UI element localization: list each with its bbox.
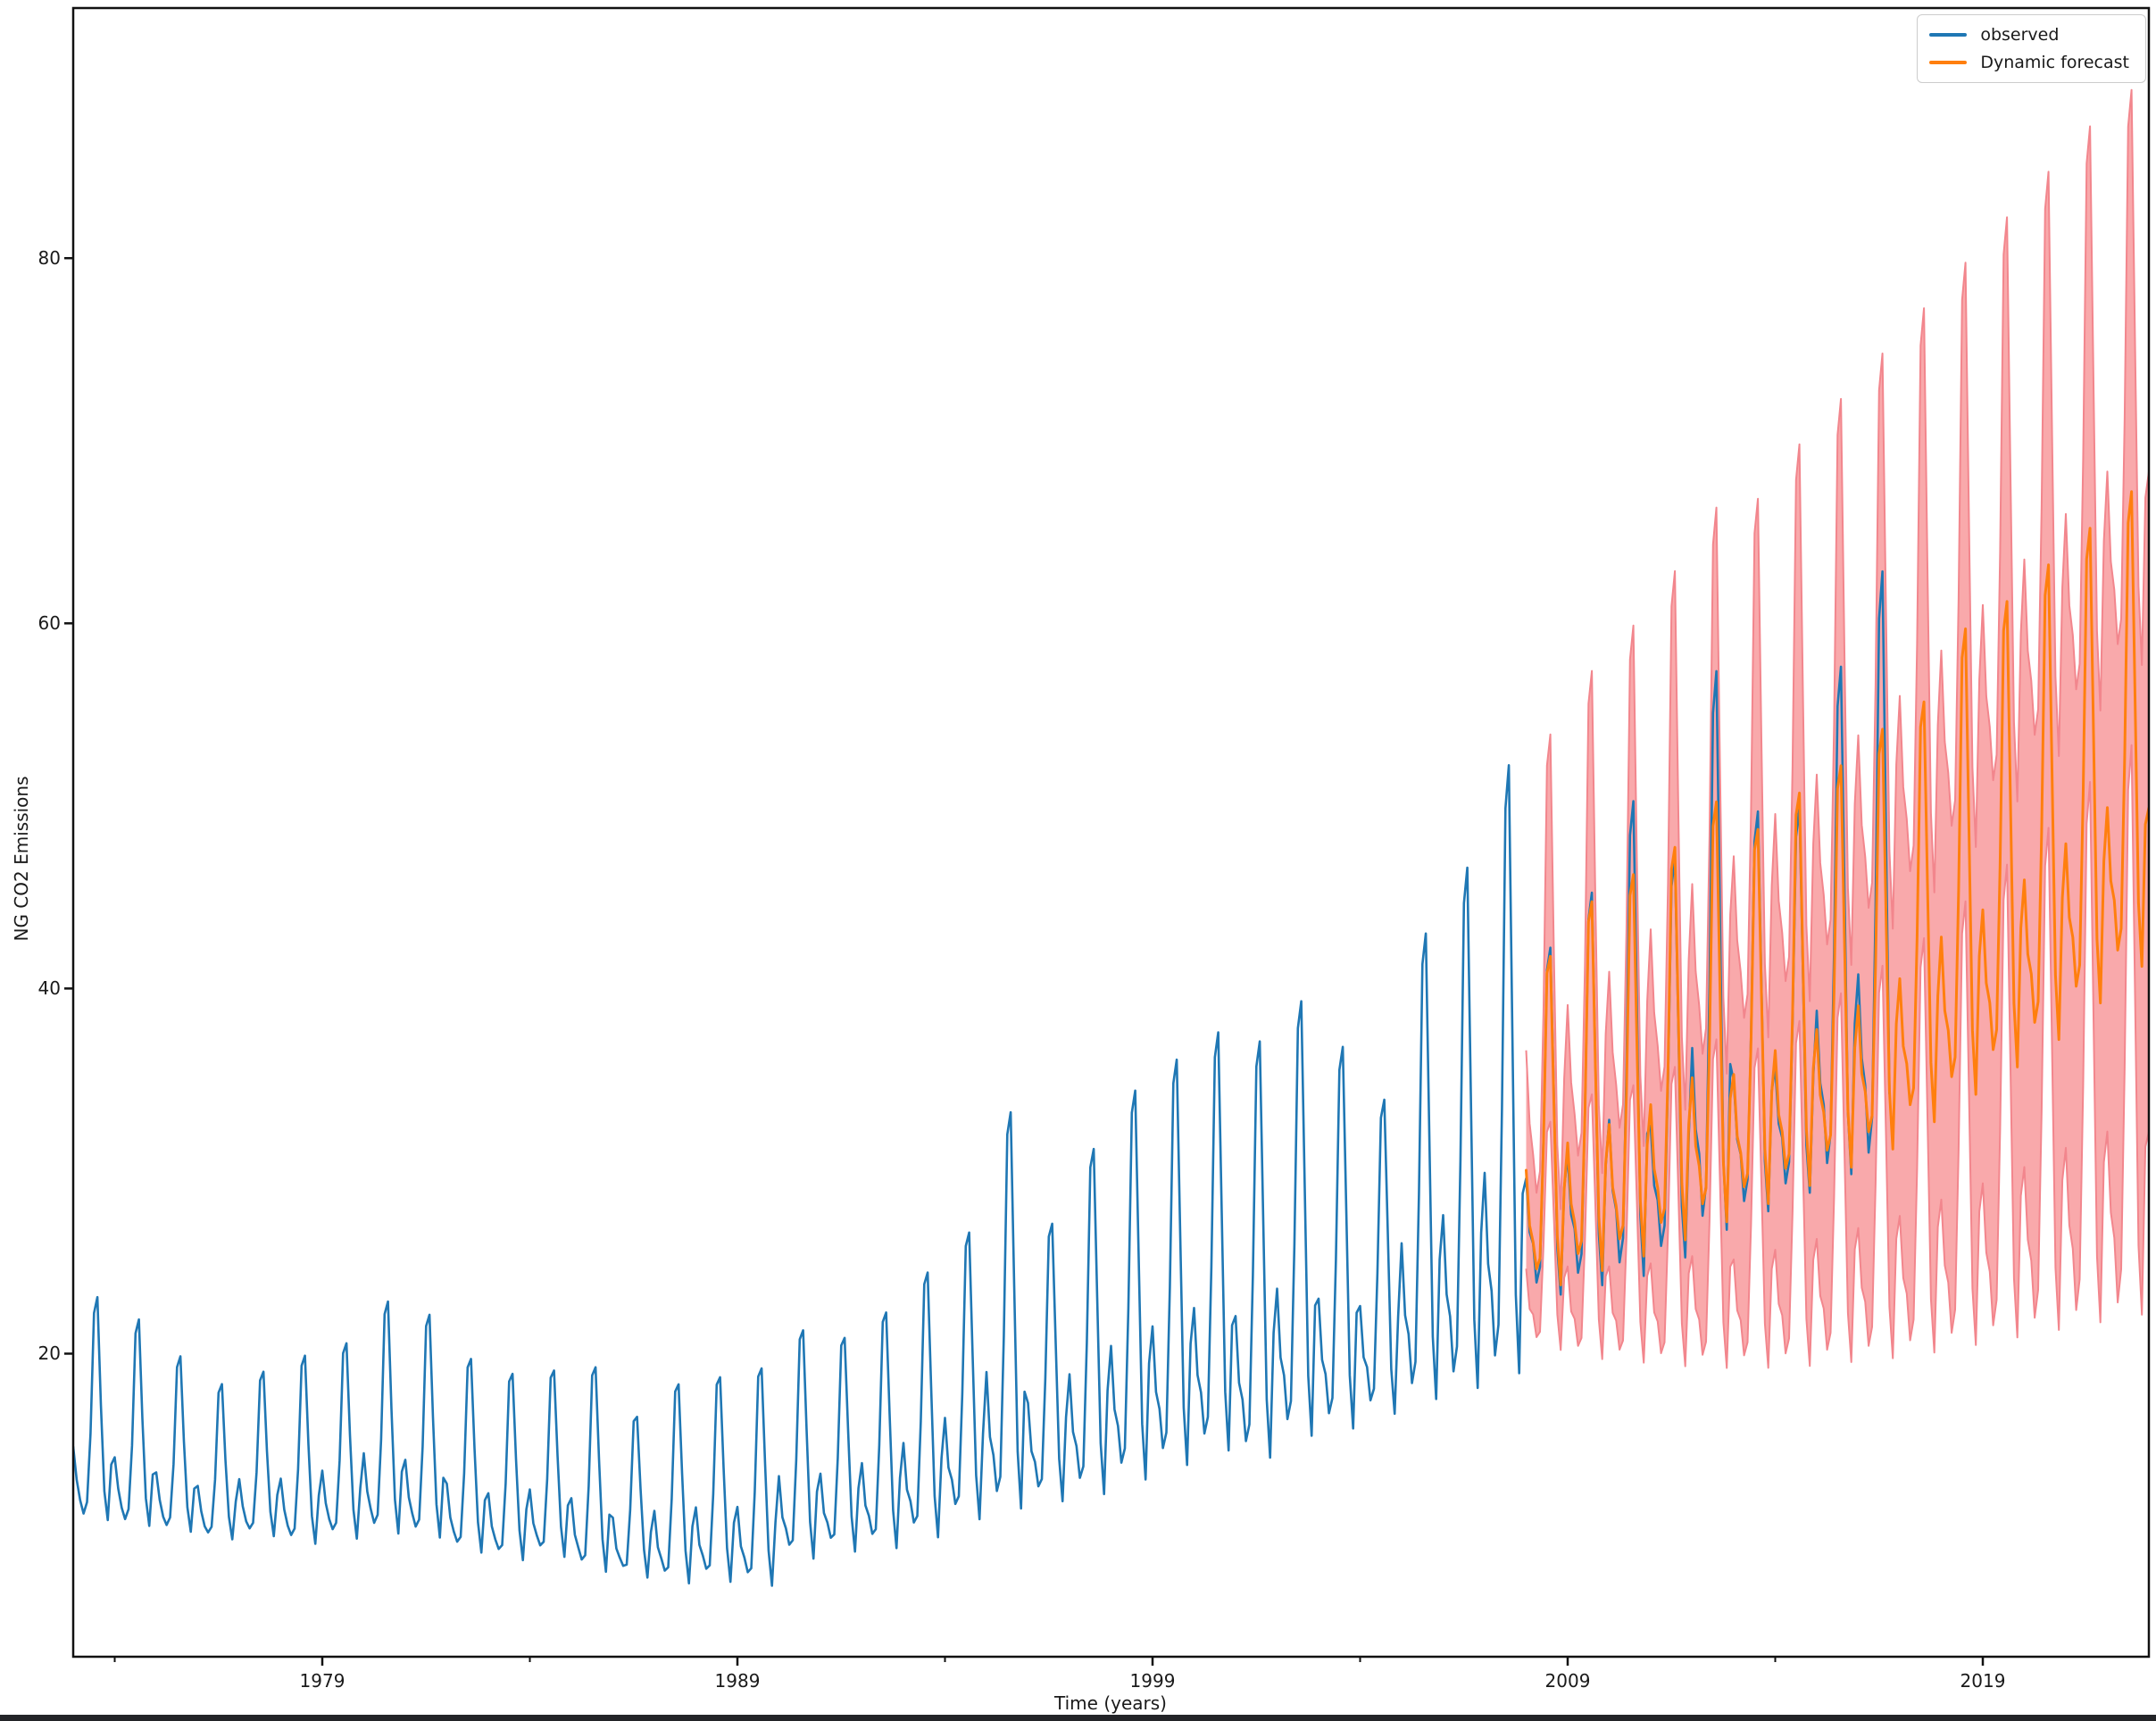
- y-tick-label: 40: [37, 977, 61, 1000]
- confidence-band-lower-edge: [1525, 744, 2149, 1369]
- legend: observed Dynamic forecast: [1917, 14, 2146, 83]
- forecast-line: [1525, 490, 2149, 1286]
- observed-line-swatch-icon: [1929, 33, 1968, 37]
- x-tick-label: 2009: [1544, 1670, 1591, 1692]
- y-tick-label: 20: [37, 1343, 61, 1365]
- y-tick-label: 80: [37, 247, 61, 270]
- y-axis-label: NG CO2 Emissions: [11, 776, 32, 942]
- forecast-line-swatch-icon: [1929, 61, 1968, 64]
- y-tick-label: 60: [37, 612, 61, 635]
- observed-line: [73, 570, 1891, 1587]
- x-tick-label: 1979: [299, 1670, 345, 1692]
- legend-item-observed: observed: [1929, 25, 2129, 45]
- x-tick-label: 1989: [714, 1670, 761, 1692]
- legend-label-dynamic-forecast: Dynamic forecast: [1980, 53, 2129, 72]
- plot-border: [71, 6, 2151, 1659]
- confidence-band-upper-edge: [1525, 88, 2149, 1210]
- x-tick-label: 2019: [1960, 1670, 2006, 1692]
- legend-label-observed: observed: [1980, 25, 2060, 45]
- x-tick-label: 1999: [1129, 1670, 1176, 1692]
- legend-item-dynamic-forecast: Dynamic forecast: [1929, 53, 2129, 72]
- x-axis-label: Time (years): [1054, 1692, 1167, 1714]
- window-bottom-edge: [0, 1715, 2156, 1721]
